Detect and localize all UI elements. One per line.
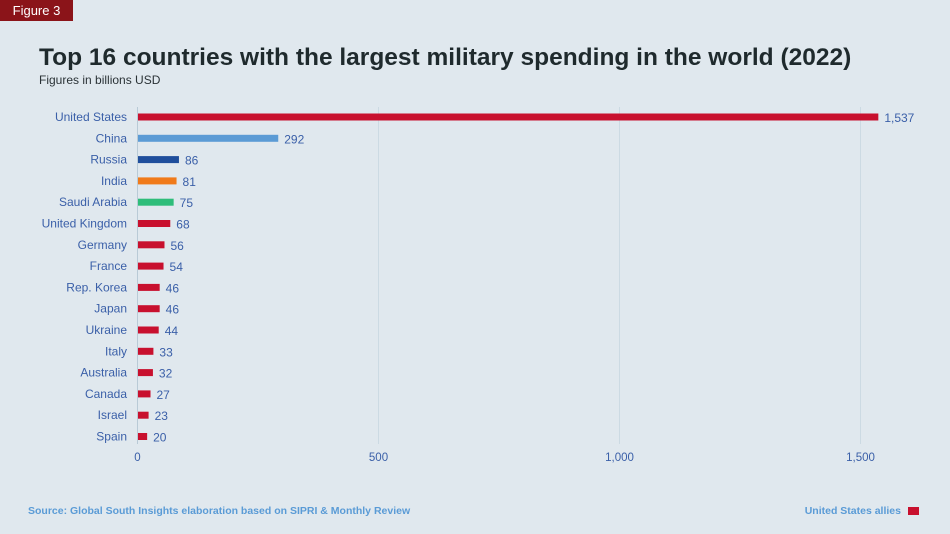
value-label: 81 [183,175,197,189]
value-label: 1,537 [884,111,914,125]
category-label: Italy [105,344,127,358]
category-label: France [90,259,128,273]
category-label: United Kingdom [42,217,127,231]
bar [138,134,279,142]
category-label: Canada [85,387,127,401]
legend: United States allies [805,505,919,517]
bar [138,156,179,164]
bar [138,390,151,398]
bar [138,326,159,334]
bar [138,262,164,270]
value-label: 68 [176,218,190,232]
bar [138,305,160,313]
value-label: 23 [155,409,169,423]
category-label: Australia [80,366,127,380]
value-label: 32 [159,367,173,381]
legend-swatch [908,507,919,515]
category-label: Rep. Korea [66,280,127,294]
bar [138,177,177,185]
x-tick-label: 1,000 [605,452,634,464]
value-label: 56 [170,239,184,253]
chart-subtitle: Figures in billions USD [39,73,161,87]
category-label: Japan [94,302,127,316]
value-label: 27 [157,388,171,402]
x-tick-label: 500 [369,452,388,464]
category-label: India [101,174,127,188]
value-label: 33 [159,345,173,359]
value-label: 46 [166,281,180,295]
legend-label: United States allies [804,505,901,517]
bar [138,347,154,355]
value-label: 20 [153,431,167,445]
value-label: 86 [185,154,199,168]
value-label: 46 [166,303,180,317]
category-label: Russia [90,153,127,167]
category-label: United States [55,110,127,124]
bar [138,283,160,291]
bar [138,220,171,227]
x-tick-label: 1,500 [846,452,875,464]
category-label: Israel [98,408,127,422]
category-label: Spain [96,430,127,444]
category-label: Germany [78,238,127,252]
bar [138,433,148,440]
bar [138,241,165,249]
bar [138,411,149,419]
category-label: Ukraine [86,323,128,337]
bar [138,113,879,121]
category-label: China [96,131,128,145]
x-tick-label: 0 [134,452,140,464]
value-label: 54 [170,260,184,274]
bar [138,369,153,377]
value-label: 292 [284,132,304,146]
figure-tag: Figure 3 [0,0,73,21]
value-label: 75 [180,196,194,210]
source-note: Source: Global South Insights elaboratio… [28,505,411,517]
value-label: 44 [165,324,179,338]
chart-title: Top 16 countries with the largest milita… [39,44,852,71]
bar [138,198,174,206]
category-label: Saudi Arabia [59,195,127,209]
